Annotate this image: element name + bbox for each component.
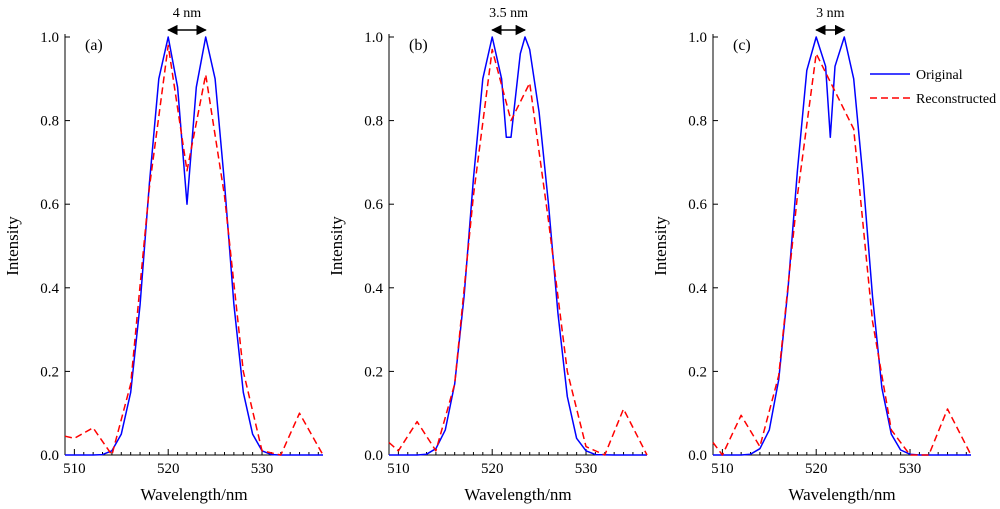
panel-label: (a): [85, 37, 103, 54]
legend: Original Reconstructed: [870, 68, 996, 107]
legend-label: Reconstructed: [916, 92, 996, 107]
series-line-original: [713, 36, 971, 456]
x-axis-label: Wavelength/nm: [464, 485, 571, 504]
y-tick-label: 0.6: [688, 197, 707, 213]
y-tick-label: 0.6: [40, 197, 59, 213]
x-tick-label: 530: [899, 461, 922, 477]
y-axis-label: Intensity: [327, 216, 346, 276]
x-tick-label: 520: [157, 461, 180, 477]
y-tick-label: 0.4: [688, 281, 707, 297]
y-tick-label: 0.4: [40, 281, 59, 297]
y-axis-label: Intensity: [651, 216, 670, 276]
y-tick-label: 0.2: [364, 364, 383, 380]
legend-label: Original: [916, 68, 963, 83]
y-tick-label: 0.6: [364, 197, 383, 213]
series-line-reconstructed: [64, 44, 324, 456]
y-tick-label: 0.8: [364, 114, 383, 130]
y-tick-label: 0.8: [688, 114, 707, 130]
x-tick-label: 510: [387, 461, 410, 477]
series-line-reconstructed: [388, 48, 648, 456]
y-tick-label: 0.2: [40, 364, 59, 380]
series-line-original: [65, 36, 323, 456]
y-tick-label: 1.0: [364, 30, 383, 46]
y-tick-label: 0.0: [364, 448, 383, 464]
separation-label: 3.5 nm: [489, 6, 528, 21]
y-tick-label: 0.8: [40, 114, 59, 130]
y-tick-label: 0.2: [688, 364, 707, 380]
x-tick-label: 530: [575, 461, 598, 477]
separation-label: 3 nm: [816, 6, 845, 21]
chart-panel-3: 0.0 0.2 0.4 0.6 0.8 1.0 510 520 530Wavelength/nm…: [651, 6, 996, 504]
series-line-reconstructed: [712, 52, 972, 456]
x-tick-label: 520: [805, 461, 828, 477]
x-axis-label: Wavelength/nm: [140, 485, 247, 504]
y-tick-label: 1.0: [40, 30, 59, 46]
y-tick-label: 0.0: [688, 448, 707, 464]
series-line-original: [389, 36, 647, 456]
x-tick-label: 530: [251, 461, 274, 477]
panel-label: (c): [733, 37, 751, 54]
x-tick-label: 520: [481, 461, 504, 477]
chart-panel-1: 0.0 0.2 0.4 0.6 0.8 1.0 510 520 530Wavelength/nm…: [3, 6, 324, 504]
y-tick-label: 0.0: [40, 448, 59, 464]
panel-label: (b): [409, 37, 428, 54]
y-tick-label: 1.0: [688, 30, 707, 46]
chart-panel-2: 0.0 0.2 0.4 0.6 0.8 1.0 510 520 530Wavelength/nm…: [327, 6, 648, 504]
y-tick-label: 0.4: [364, 281, 383, 297]
x-axis-label: Wavelength/nm: [788, 485, 895, 504]
x-tick-label: 510: [63, 461, 86, 477]
x-tick-label: 510: [711, 461, 734, 477]
y-axis-label: Intensity: [3, 216, 22, 276]
separation-label: 4 nm: [173, 6, 202, 21]
